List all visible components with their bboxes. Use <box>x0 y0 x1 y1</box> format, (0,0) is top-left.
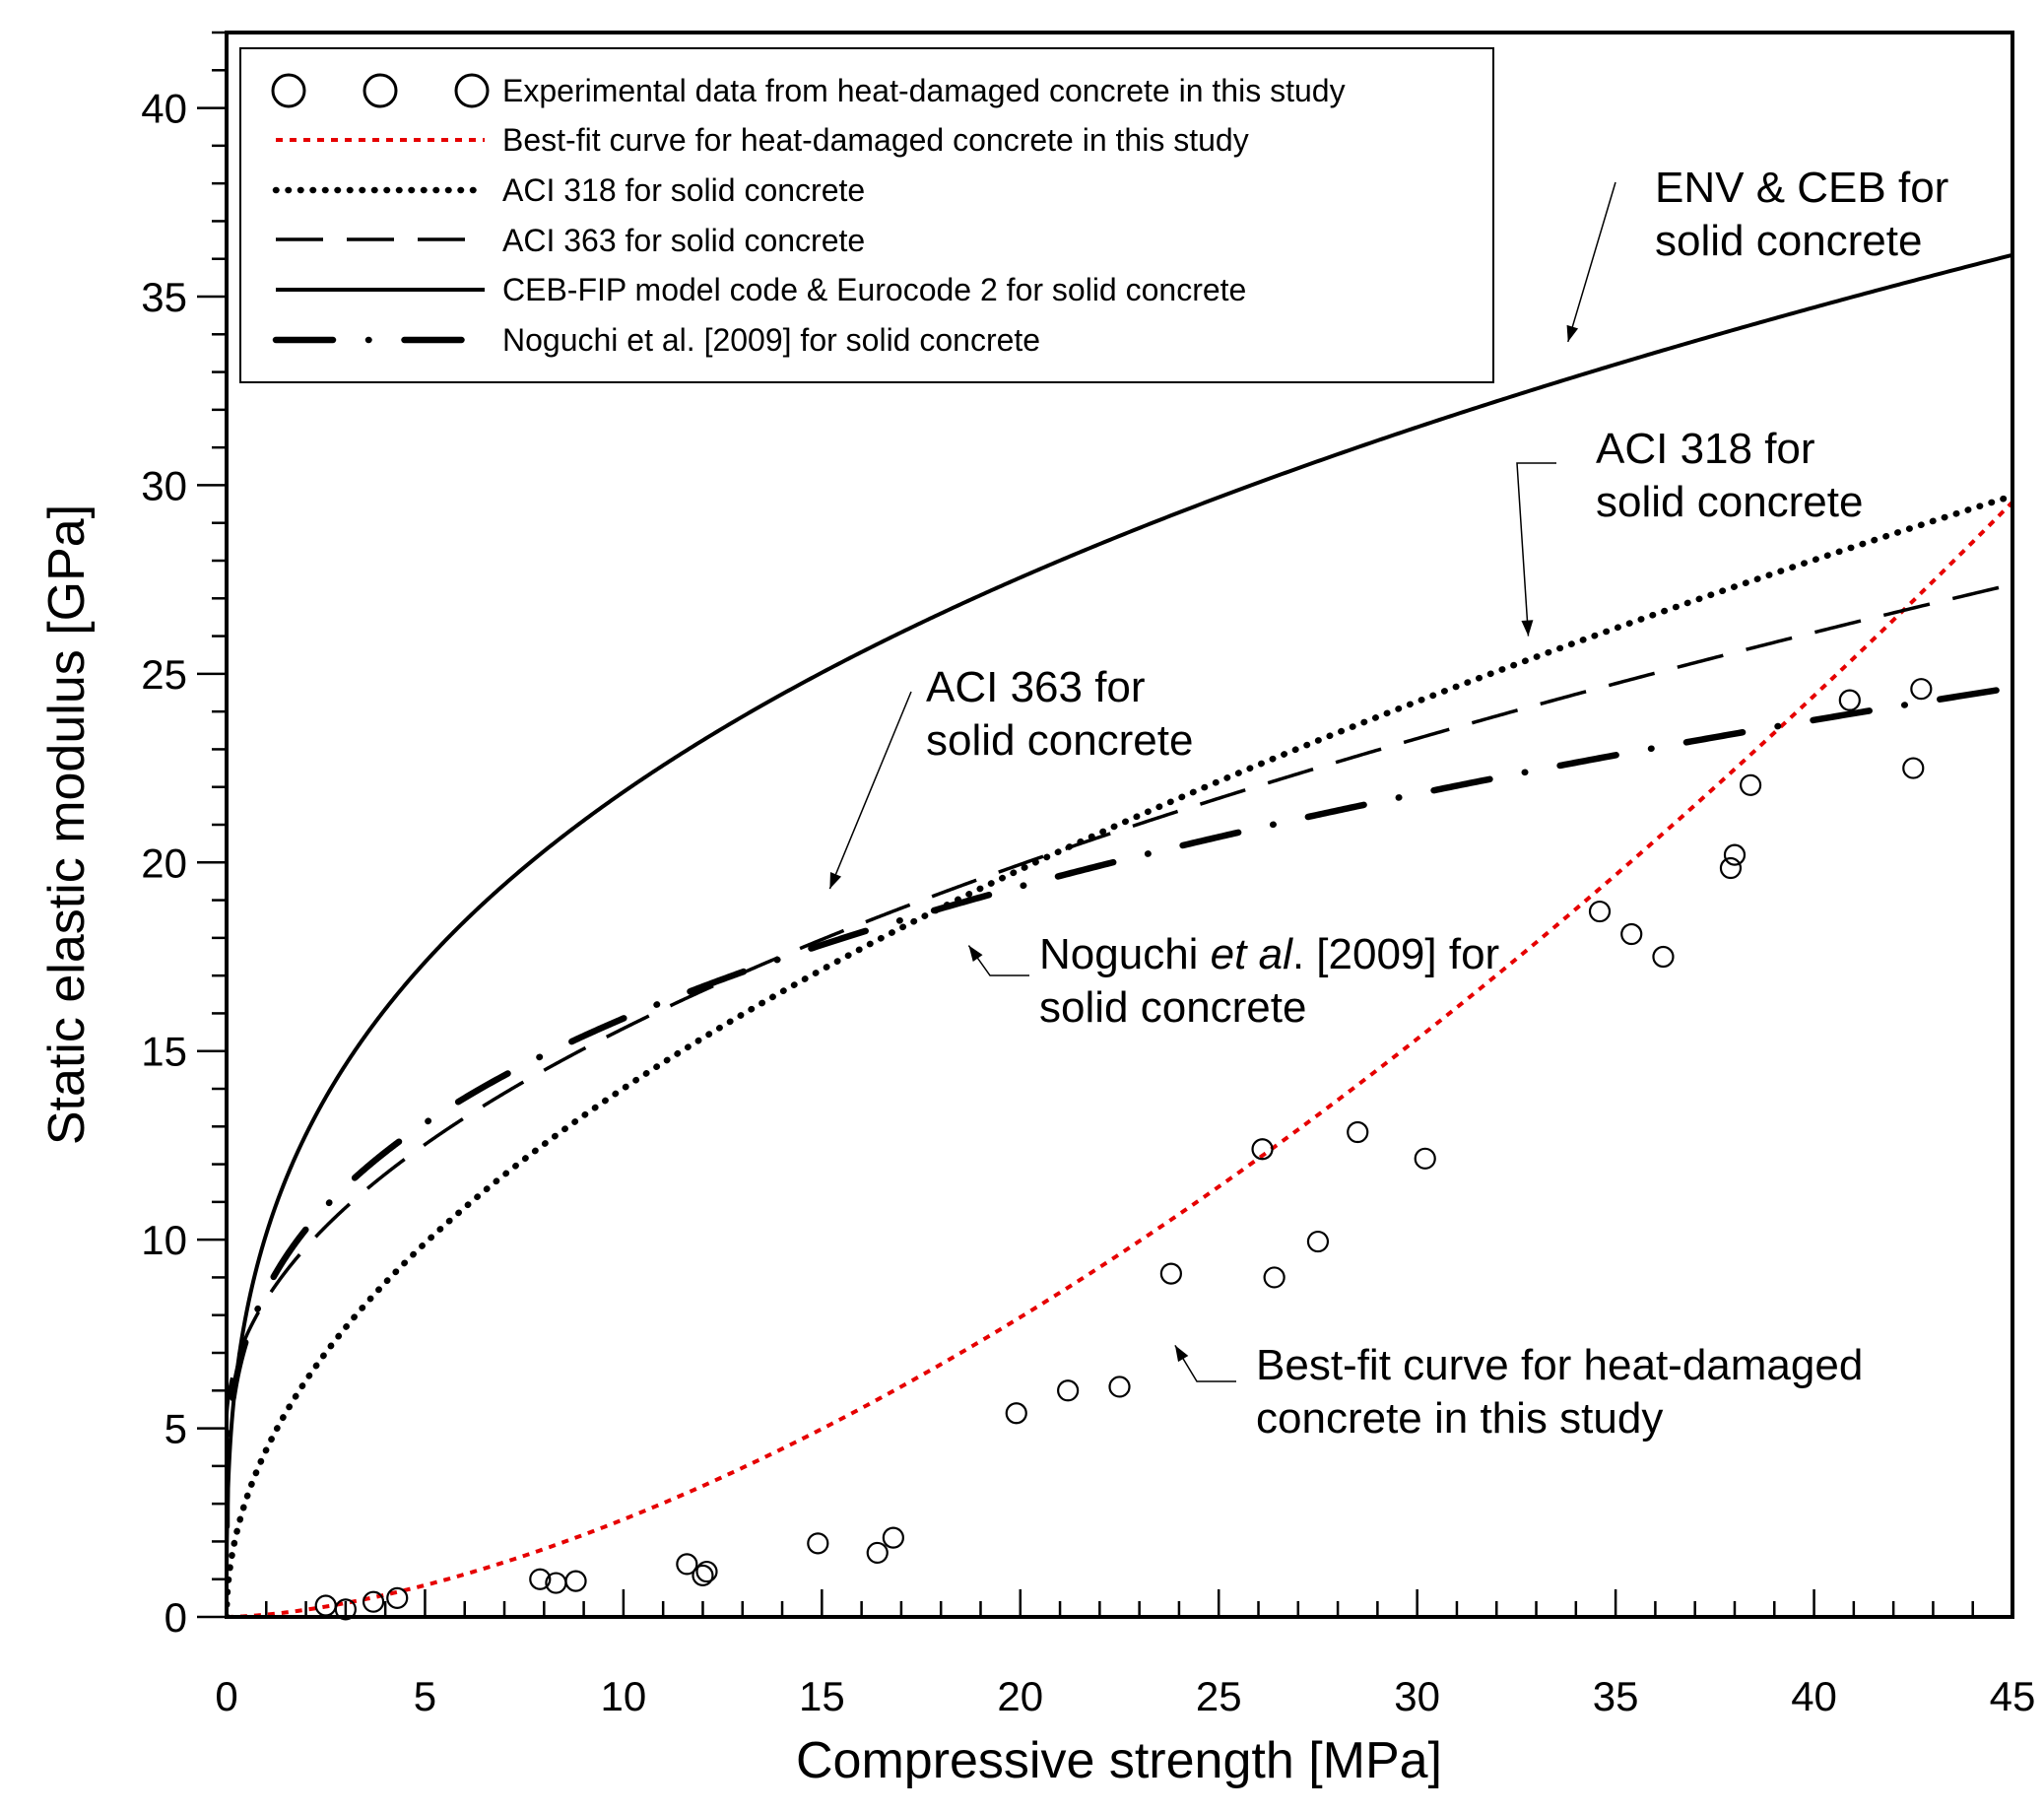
legend-label-noguchi: Noguchi et al. [2009] for solid concrete <box>502 322 1040 358</box>
annotation-aci318-leader <box>1516 462 1556 637</box>
data-point <box>1005 1402 1027 1425</box>
legend-label-bestfit: Best-fit curve for heat-damaged concrete… <box>502 122 1249 158</box>
data-point <box>695 1560 718 1583</box>
annotation-env-line-2: solid concrete <box>1655 217 1922 265</box>
annotation-aci318-line-2: solid concrete <box>1596 478 1863 526</box>
y-tick-label: 40 <box>141 86 187 132</box>
data-point <box>1306 1230 1330 1253</box>
x-tick-label: 5 <box>414 1673 436 1719</box>
legend-label-ceb: CEB-FIP model code & Eurocode 2 for soli… <box>502 272 1246 307</box>
y-tick-label: 0 <box>165 1594 187 1641</box>
legend-sample-circle <box>271 73 306 108</box>
data-point <box>1739 773 1762 796</box>
annotation-bestfit-arrowhead <box>1174 1345 1189 1363</box>
legend: Experimental data from heat-damaged conc… <box>239 47 1494 383</box>
x-tick-label: 35 <box>1593 1673 1639 1719</box>
annotation-env-line-1: ENV & CEB for <box>1655 164 1948 212</box>
legend-samples <box>271 73 490 344</box>
y-tick-label: 25 <box>141 651 187 698</box>
data-point <box>1910 678 1933 701</box>
data-point <box>1723 843 1747 866</box>
noguchi-curve <box>227 684 2012 1530</box>
x-tick-label: 0 <box>215 1673 237 1719</box>
data-point <box>386 1586 409 1609</box>
y-tick-label: 15 <box>141 1029 187 1075</box>
ceb-curve <box>227 252 2012 1617</box>
y-tick-label: 35 <box>141 274 187 320</box>
y-tick-label: 10 <box>141 1217 187 1263</box>
data-point <box>1057 1379 1080 1402</box>
legend-label-aci363: ACI 363 for solid concrete <box>502 223 865 258</box>
ticks-layer: 0 5 10 15 20 25 30 35 40 45 0 5 10 15 20 25 30 35 40 <box>141 31 2036 1719</box>
data-point <box>807 1532 829 1555</box>
x-tick-label: 40 <box>1791 1673 1837 1719</box>
annotations-layer: ENV & CEB for solid concrete ACI 318 for so… <box>828 164 1948 1443</box>
data-point <box>1588 900 1612 923</box>
points-layer <box>314 678 1933 1621</box>
y-axis-label: Static elastic modulus [GPa] <box>38 504 96 1145</box>
annotation-env-leader <box>1567 181 1616 343</box>
x-tick-label: 30 <box>1394 1673 1440 1719</box>
data-point <box>1251 1138 1274 1161</box>
series-layer <box>227 252 2012 1617</box>
legend-label-aci318: ACI 318 for solid concrete <box>502 172 865 208</box>
y-tick-label: 30 <box>141 462 187 508</box>
data-point <box>564 1570 587 1592</box>
annotation-aci318-arrowhead <box>1521 620 1534 637</box>
data-point <box>692 1564 714 1586</box>
legend-sample-circle <box>363 73 398 108</box>
annotation-noguchi-arrowhead <box>968 945 983 963</box>
data-point <box>1620 922 1643 946</box>
data-point <box>676 1553 698 1576</box>
aci363-curve <box>227 582 2012 1425</box>
data-point <box>1838 689 1861 711</box>
legend-label-experimental: Experimental data from heat-damaged conc… <box>502 73 1346 108</box>
legend-box <box>239 47 1494 383</box>
data-point <box>1719 856 1743 880</box>
data-point <box>866 1541 889 1565</box>
data-point <box>1263 1266 1286 1289</box>
annotation-aci363-line-2: solid concrete <box>926 716 1193 765</box>
y-tick-label: 20 <box>141 839 187 886</box>
legend-sample-circle <box>454 73 490 108</box>
annotation-noguchi-line-1: Noguchi et al. [2009] for <box>1039 930 1499 978</box>
annotation-aci363-line-1: ACI 363 for <box>926 663 1146 711</box>
y-tick-label: 5 <box>165 1406 187 1452</box>
data-point <box>1652 945 1675 969</box>
x-tick-label: 20 <box>997 1673 1043 1719</box>
data-point <box>334 1598 357 1621</box>
annotation-aci363-arrowhead <box>829 872 842 890</box>
data-point <box>1108 1376 1131 1398</box>
annotation-bestfit-line-1: Best-fit curve for heat-damaged <box>1256 1341 1863 1389</box>
data-point <box>882 1526 904 1549</box>
data-point <box>1902 757 1925 779</box>
x-axis-label: Compressive strength [MPa] <box>796 1732 1442 1789</box>
x-tick-label: 15 <box>799 1673 845 1719</box>
annotation-aci318-line-1: ACI 318 for <box>1596 425 1815 473</box>
annotation-noguchi-line-2: solid concrete <box>1039 983 1306 1032</box>
data-point <box>1159 1262 1182 1285</box>
data-point <box>529 1568 552 1590</box>
data-point <box>1414 1147 1436 1170</box>
annotation-aci363-leader <box>828 691 912 890</box>
annotation-env-arrowhead <box>1566 324 1579 342</box>
data-point <box>362 1590 385 1613</box>
x-tick-label: 45 <box>1990 1673 2036 1719</box>
x-tick-label: 25 <box>1196 1673 1242 1719</box>
aci318-curve <box>227 493 2012 1617</box>
x-tick-label: 10 <box>601 1673 647 1719</box>
annotation-bestfit-line-2: concrete in this study <box>1256 1394 1663 1443</box>
data-point <box>1347 1120 1369 1144</box>
